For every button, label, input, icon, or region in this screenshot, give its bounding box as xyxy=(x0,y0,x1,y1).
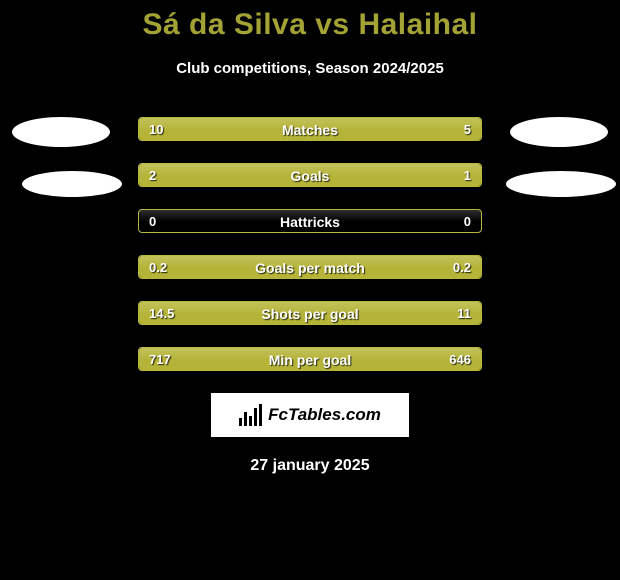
player-right-badge-1 xyxy=(510,117,608,147)
stat-left-value: 14.5 xyxy=(149,302,174,325)
stat-label: Goals per match xyxy=(255,256,365,279)
page-subtitle: Club competitions, Season 2024/2025 xyxy=(0,60,620,77)
stat-label: Goals xyxy=(291,164,330,187)
stat-label: Min per goal xyxy=(269,348,351,371)
stat-right-value: 0.2 xyxy=(453,256,471,279)
stat-row: 10 Matches 5 xyxy=(138,117,482,141)
stat-row: 0 Hattricks 0 xyxy=(138,209,482,233)
stat-left-value: 0 xyxy=(149,210,156,233)
stat-left-value: 0.2 xyxy=(149,256,167,279)
stat-label: Matches xyxy=(282,118,338,141)
footer-date: 27 january 2025 xyxy=(0,457,620,475)
stat-right-value: 1 xyxy=(464,164,471,187)
stat-right-value: 646 xyxy=(449,348,471,371)
stat-row: 717 Min per goal 646 xyxy=(138,347,482,371)
stat-row: 0.2 Goals per match 0.2 xyxy=(138,255,482,279)
player-left-badge-2 xyxy=(22,171,122,197)
stat-right-value: 11 xyxy=(457,302,471,325)
stat-row: 14.5 Shots per goal 11 xyxy=(138,301,482,325)
header: Sá da Silva vs Halaihal Club competition… xyxy=(0,0,620,77)
bars-icon xyxy=(239,404,262,426)
player-left-badge-1 xyxy=(12,117,110,147)
stat-left-fill xyxy=(139,164,365,186)
stat-label: Shots per goal xyxy=(261,302,358,325)
stat-right-value: 0 xyxy=(464,210,471,233)
stat-row: 2 Goals 1 xyxy=(138,163,482,187)
comparison-content: 10 Matches 5 2 Goals 1 0 Hattricks 0 0.2… xyxy=(0,117,620,475)
stat-left-value: 717 xyxy=(149,348,171,371)
stat-left-value: 10 xyxy=(149,118,163,141)
site-logo[interactable]: FcTables.com xyxy=(211,393,409,437)
site-logo-text: FcTables.com xyxy=(268,405,381,425)
stat-right-value: 5 xyxy=(464,118,471,141)
player-right-badge-2 xyxy=(506,171,616,197)
stat-left-value: 2 xyxy=(149,164,156,187)
page-title: Sá da Silva vs Halaihal xyxy=(0,8,620,42)
stat-bars: 10 Matches 5 2 Goals 1 0 Hattricks 0 0.2… xyxy=(138,117,482,371)
stat-label: Hattricks xyxy=(280,210,340,233)
